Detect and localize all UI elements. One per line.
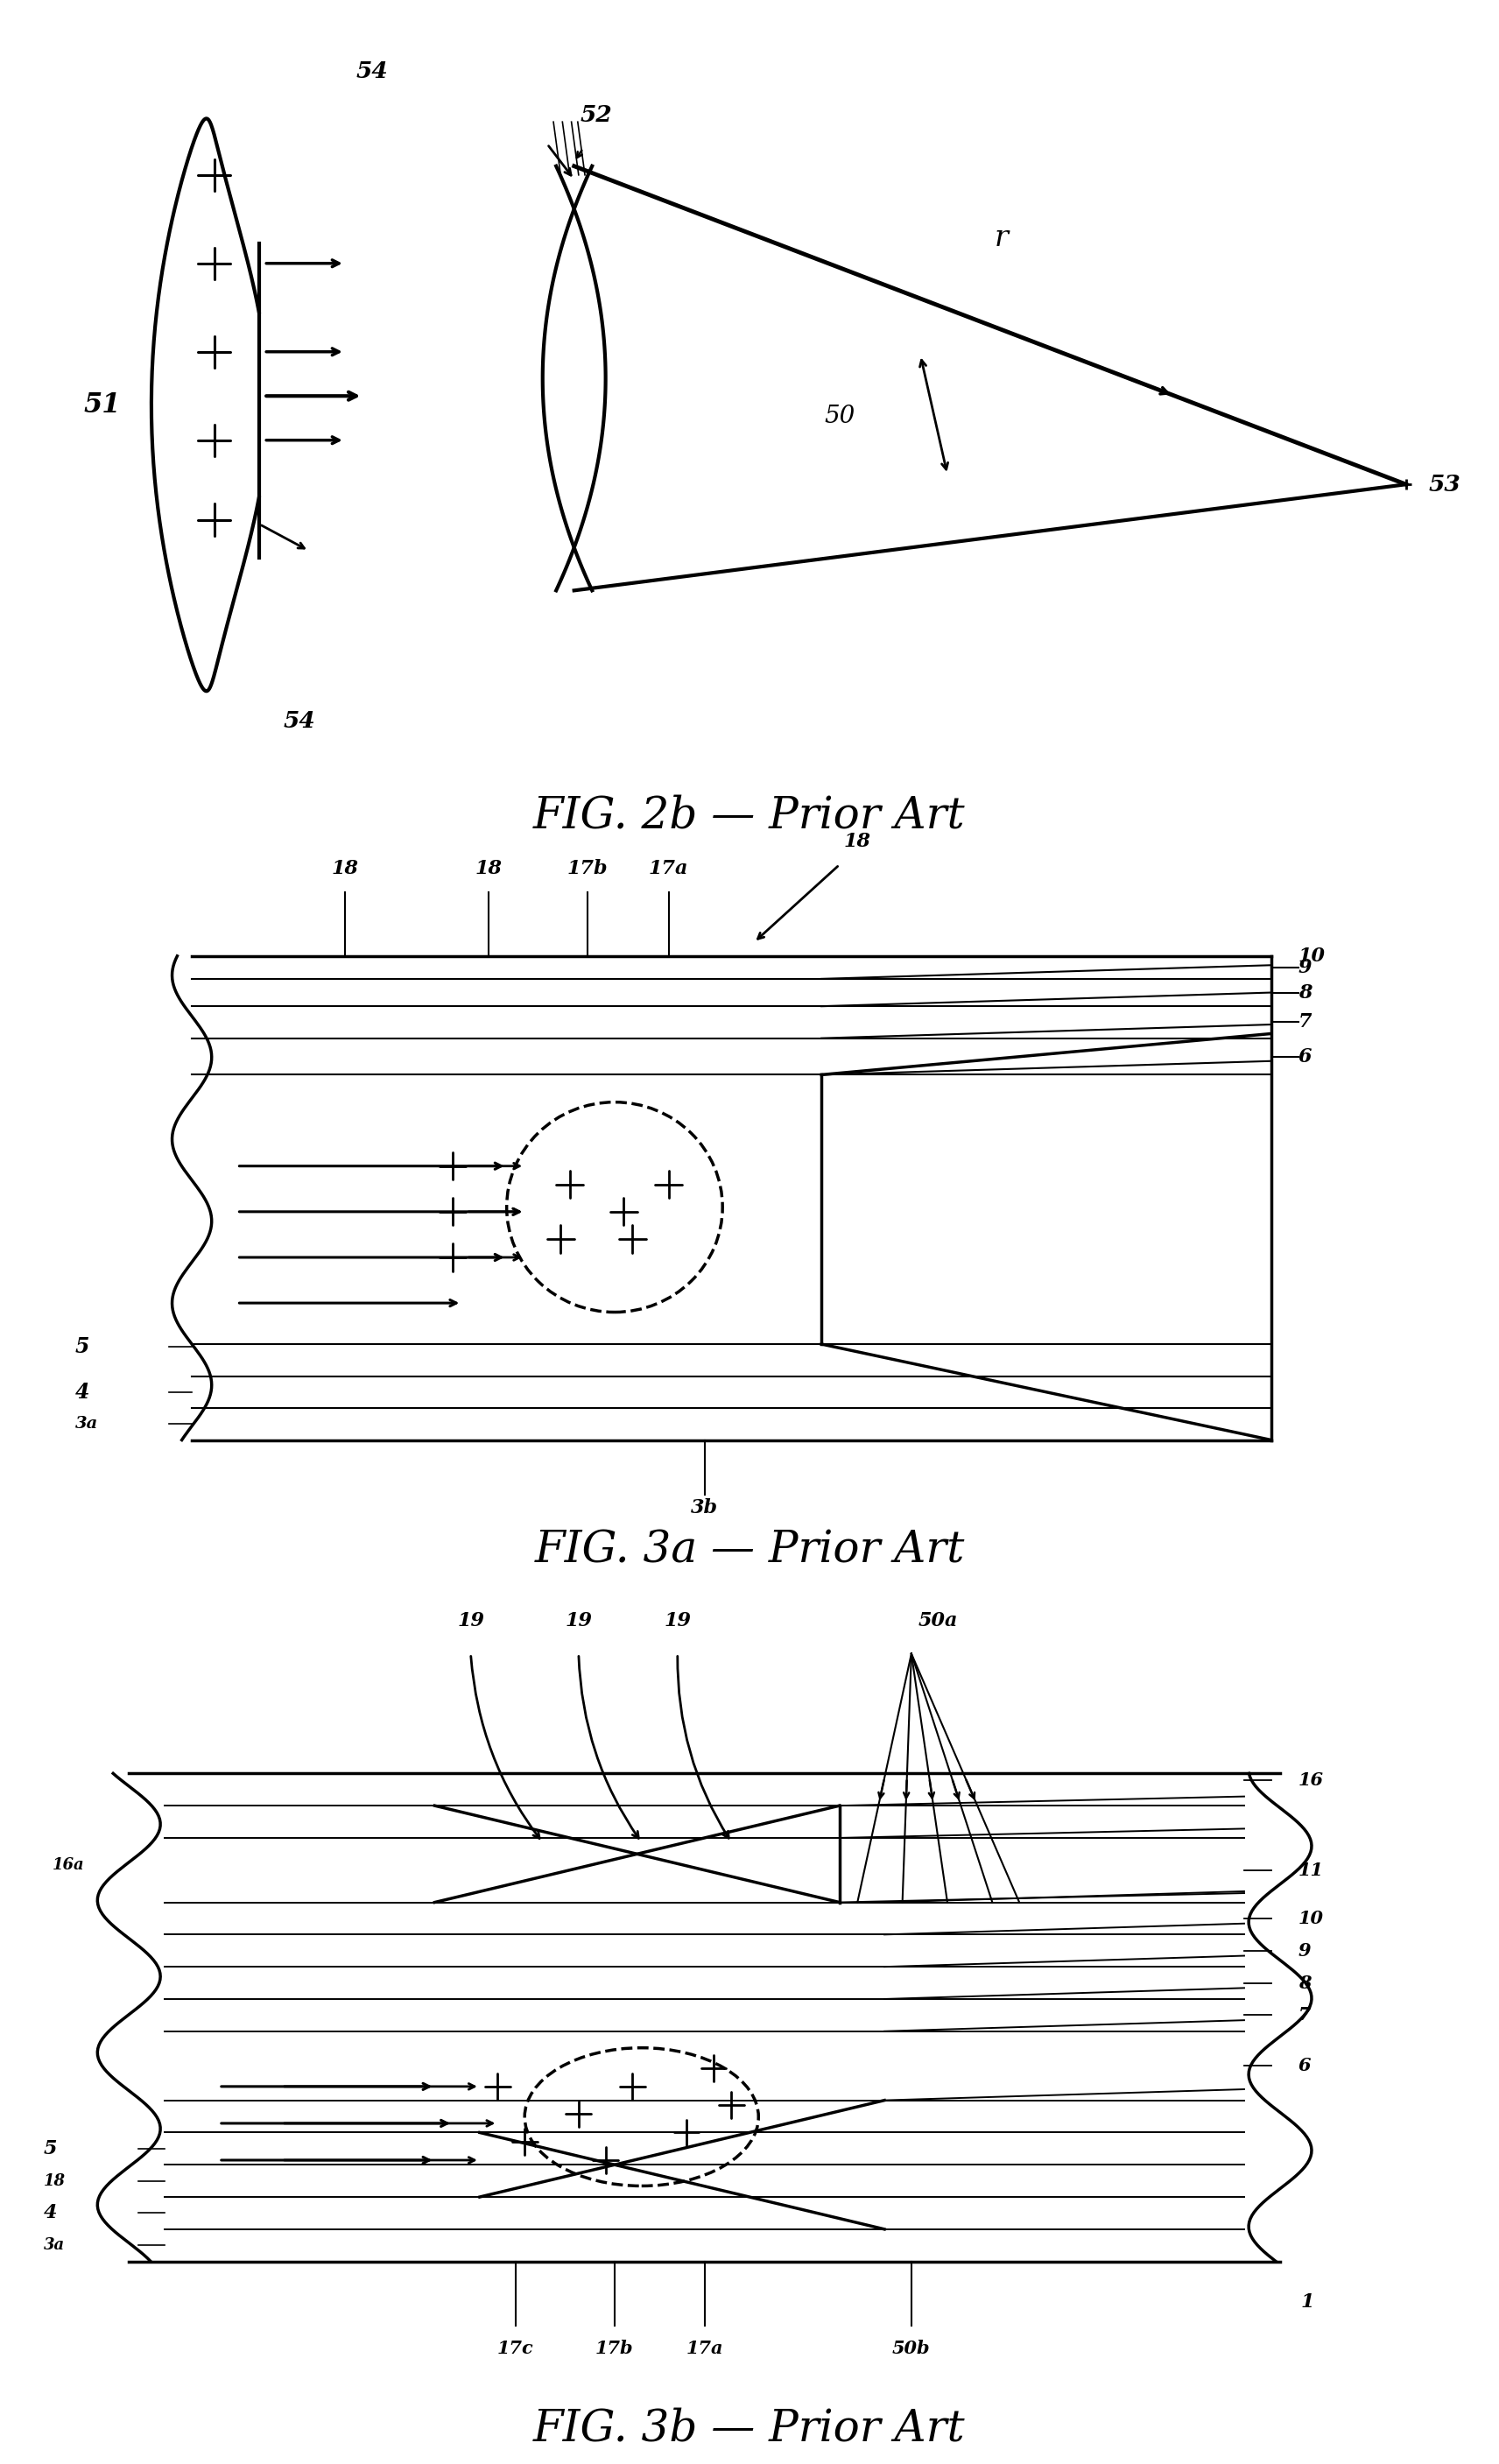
Text: 19: 19 (664, 1611, 691, 1631)
Text: 17a: 17a (649, 860, 688, 880)
Text: 3a: 3a (75, 1417, 97, 1432)
Text: 9: 9 (1298, 958, 1312, 978)
Text: 50: 50 (824, 404, 854, 429)
Text: 11: 11 (1298, 1860, 1324, 1880)
Text: 54: 54 (283, 710, 316, 732)
Text: 17a: 17a (687, 2338, 723, 2358)
Text: 3b: 3b (691, 1498, 718, 1518)
Text: 50a: 50a (919, 1611, 958, 1631)
Text: 18: 18 (844, 830, 871, 850)
Text: 18: 18 (331, 860, 358, 880)
Text: 17b: 17b (567, 860, 609, 880)
Text: 6: 6 (1298, 2057, 1310, 2075)
Text: 4: 4 (75, 1382, 90, 1402)
Text: 16a: 16a (52, 1858, 84, 1873)
Text: 10: 10 (1298, 946, 1325, 966)
Text: r: r (994, 224, 1009, 251)
Text: FIG. 3a — Prior Art: FIG. 3a — Prior Art (534, 1530, 965, 1572)
Text: 6: 6 (1298, 1047, 1312, 1067)
Text: 8: 8 (1298, 983, 1312, 1003)
Text: 5: 5 (43, 2139, 57, 2158)
Text: 9: 9 (1298, 1942, 1310, 1959)
Text: FIG. 3b — Prior Art: FIG. 3b — Prior Art (534, 2407, 965, 2449)
Text: 4: 4 (43, 2203, 57, 2223)
Text: 19: 19 (565, 1611, 592, 1631)
Text: 53: 53 (1429, 473, 1460, 495)
Text: 3a: 3a (43, 2237, 64, 2252)
Text: FIG. 2b — Prior Art: FIG. 2b — Prior Art (534, 793, 965, 838)
Text: 5: 5 (75, 1335, 90, 1358)
Text: 17c: 17c (498, 2338, 534, 2358)
Text: 8: 8 (1298, 1974, 1310, 1991)
Text: 17b: 17b (595, 2338, 634, 2358)
Text: 7: 7 (1298, 2006, 1310, 2023)
Text: 51: 51 (84, 392, 120, 419)
Text: 16: 16 (1298, 1772, 1324, 1789)
Text: 18: 18 (475, 860, 502, 880)
Text: 1: 1 (1300, 2292, 1315, 2311)
Text: 7: 7 (1298, 1013, 1312, 1032)
Text: 54: 54 (355, 59, 388, 81)
Text: 50b: 50b (892, 2338, 931, 2358)
Text: 18: 18 (43, 2173, 66, 2188)
Text: 10: 10 (1298, 1910, 1324, 1927)
Text: 52: 52 (580, 103, 613, 126)
Text: 19: 19 (457, 1611, 484, 1631)
